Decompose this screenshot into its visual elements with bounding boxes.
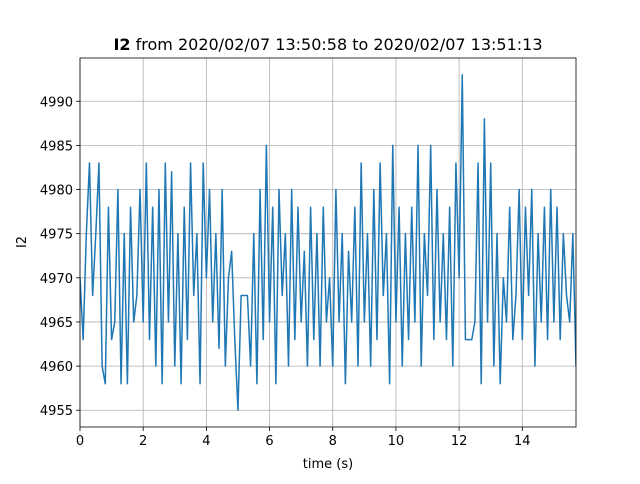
y-tick-label: 4975 [40,228,73,243]
x-tick-label: 0 [76,434,84,449]
x-axis-label: time (s) [303,457,353,472]
x-tick-label: 10 [388,434,405,449]
y-tick-label: 4985 [40,139,73,154]
title-range: from 2020/02/07 13:50:58 to 2020/02/07 1… [136,35,543,54]
y-tick-label: 4960 [40,360,73,375]
y-tick-label: 4955 [40,404,73,419]
y-tick-label: 4980 [40,184,73,199]
x-tick-label: 6 [265,434,273,449]
x-tick-label: 4 [202,434,210,449]
y-axis-label: I2 [15,236,30,248]
x-tick-label: 12 [451,434,468,449]
chart-title: I2 from 2020/02/07 13:50:58 to 2020/02/0… [113,35,542,54]
title-variable: I2 [113,35,130,54]
y-tick-label: 4970 [40,272,73,287]
plot-frame [79,57,577,428]
y-tick-label: 4965 [40,316,73,331]
data-line [80,74,576,411]
x-tick-label: 14 [514,434,531,449]
x-tick-label: 8 [329,434,337,449]
x-tick-label: 2 [139,434,147,449]
y-tick-label: 4990 [40,95,73,110]
